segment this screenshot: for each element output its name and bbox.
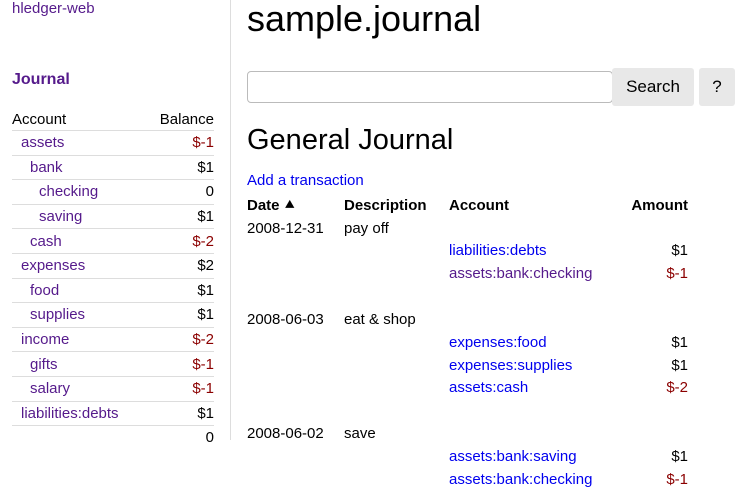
journal-link[interactable]: Journal (12, 71, 70, 88)
account-row: expenses $2 (12, 253, 214, 279)
help-button[interactable]: ? (699, 68, 735, 106)
account-row: liabilities:debts $1 (12, 401, 214, 427)
account-link[interactable]: supplies (30, 306, 86, 324)
account-link[interactable]: bank (30, 158, 63, 176)
transaction-row: 2008-06-02 save (247, 422, 688, 445)
account-balance: $1 (145, 401, 214, 427)
account-balance: $-1 (145, 130, 214, 156)
balance-header: Balance (145, 108, 214, 131)
account-link[interactable]: gifts (30, 355, 58, 373)
transaction-description: eat & shop (344, 311, 416, 329)
journal-heading: General Journal (247, 124, 454, 156)
posting-amount: $1 (671, 448, 688, 466)
account-header: Account (449, 196, 509, 214)
account-balance: $-1 (145, 351, 214, 377)
transaction-date: 2008-06-03 (247, 311, 324, 329)
total-balance: 0 (145, 425, 214, 450)
posting-row: assets:bank:checking $-1 (247, 468, 688, 491)
account-link[interactable]: food (30, 281, 60, 299)
account-row: income $-2 (12, 327, 214, 353)
account-row: bank $1 (12, 155, 214, 181)
posting-account-link[interactable]: expenses:supplies (449, 356, 573, 374)
posting-account-link[interactable]: assets:bank:checking (449, 470, 593, 488)
account-link[interactable]: expenses (21, 257, 86, 275)
add-transaction-link[interactable]: Add a transaction (247, 172, 364, 189)
posting-row: assets:bank:saving $1 (247, 445, 688, 468)
account-row: gifts $-1 (12, 351, 214, 377)
posting-row: assets:cash $-2 (247, 377, 688, 400)
amount-header: Amount (631, 196, 688, 214)
account-link[interactable]: checking (39, 183, 99, 201)
transaction-date: 2008-12-31 (247, 219, 324, 237)
account-row: cash $-2 (12, 228, 214, 254)
account-link[interactable]: income (21, 331, 70, 349)
sidebar: hledger-web Journal Account Balance asse… (0, 0, 231, 450)
account-row: salary $-1 (12, 376, 214, 402)
total-row: 0 (12, 425, 214, 450)
account-link[interactable]: salary (30, 380, 71, 398)
account-balance: $-1 (145, 376, 214, 402)
posting-row: expenses:food $1 (247, 331, 688, 354)
description-header: Description (344, 196, 427, 214)
posting-account-link[interactable]: expenses:food (449, 333, 547, 351)
transaction-description: save (344, 425, 376, 443)
journal-table: Date ⯅ Description Account Amount 2008-1… (247, 194, 688, 491)
posting-row: liabilities:debts $1 (247, 240, 688, 263)
posting-row: assets:bank:checking $-1 (247, 262, 688, 285)
account-balance: $2 (145, 253, 214, 279)
transaction-row: 2008-12-31 pay off (247, 217, 688, 240)
transaction-date: 2008-06-02 (247, 425, 324, 443)
date-header[interactable]: Date ⯅ (247, 196, 296, 214)
posting-amount: $1 (671, 333, 688, 351)
account-balance: $-2 (145, 228, 214, 254)
account-row: saving $1 (12, 204, 214, 230)
account-balance: $1 (145, 155, 214, 181)
posting-account-link[interactable]: assets:bank:saving (449, 448, 577, 466)
posting-row: expenses:supplies $1 (247, 354, 688, 377)
posting-amount: $1 (671, 242, 688, 260)
search-input[interactable] (247, 71, 613, 103)
chevron-up-icon: ⯅ (283, 196, 296, 214)
account-row: food $1 (12, 278, 214, 304)
posting-amount: $-2 (666, 379, 688, 397)
account-balance: 0 (145, 179, 214, 205)
transaction-row: 2008-06-03 eat & shop (247, 308, 688, 331)
page-title: sample.journal (247, 0, 482, 39)
posting-account-link[interactable]: assets:bank:checking (449, 265, 593, 283)
brand-link[interactable]: hledger-web (12, 0, 95, 17)
account-balance: $-2 (145, 327, 214, 353)
posting-account-link[interactable]: assets:cash (449, 379, 529, 397)
account-link[interactable]: cash (30, 232, 62, 250)
account-balance: $1 (145, 278, 214, 304)
account-link[interactable]: liabilities:debts (21, 404, 119, 422)
search-button[interactable]: Search (612, 68, 694, 106)
account-row: checking 0 (12, 179, 214, 205)
accounts-table: Account Balance assets $-1 bank $1 checking 0… (12, 108, 214, 450)
account-row: assets $-1 (12, 130, 214, 156)
posting-amount: $-1 (666, 470, 688, 488)
transaction-description: pay off (344, 219, 389, 237)
posting-amount: $1 (671, 356, 688, 374)
posting-account-link[interactable]: liabilities:debts (449, 242, 547, 260)
account-link[interactable]: assets (21, 134, 65, 152)
posting-amount: $-1 (666, 265, 688, 283)
account-balance: $1 (145, 302, 214, 328)
account-row: supplies $1 (12, 302, 214, 328)
account-balance: $1 (145, 204, 214, 230)
account-link[interactable]: saving (39, 208, 83, 226)
account-header: Account (12, 108, 146, 131)
